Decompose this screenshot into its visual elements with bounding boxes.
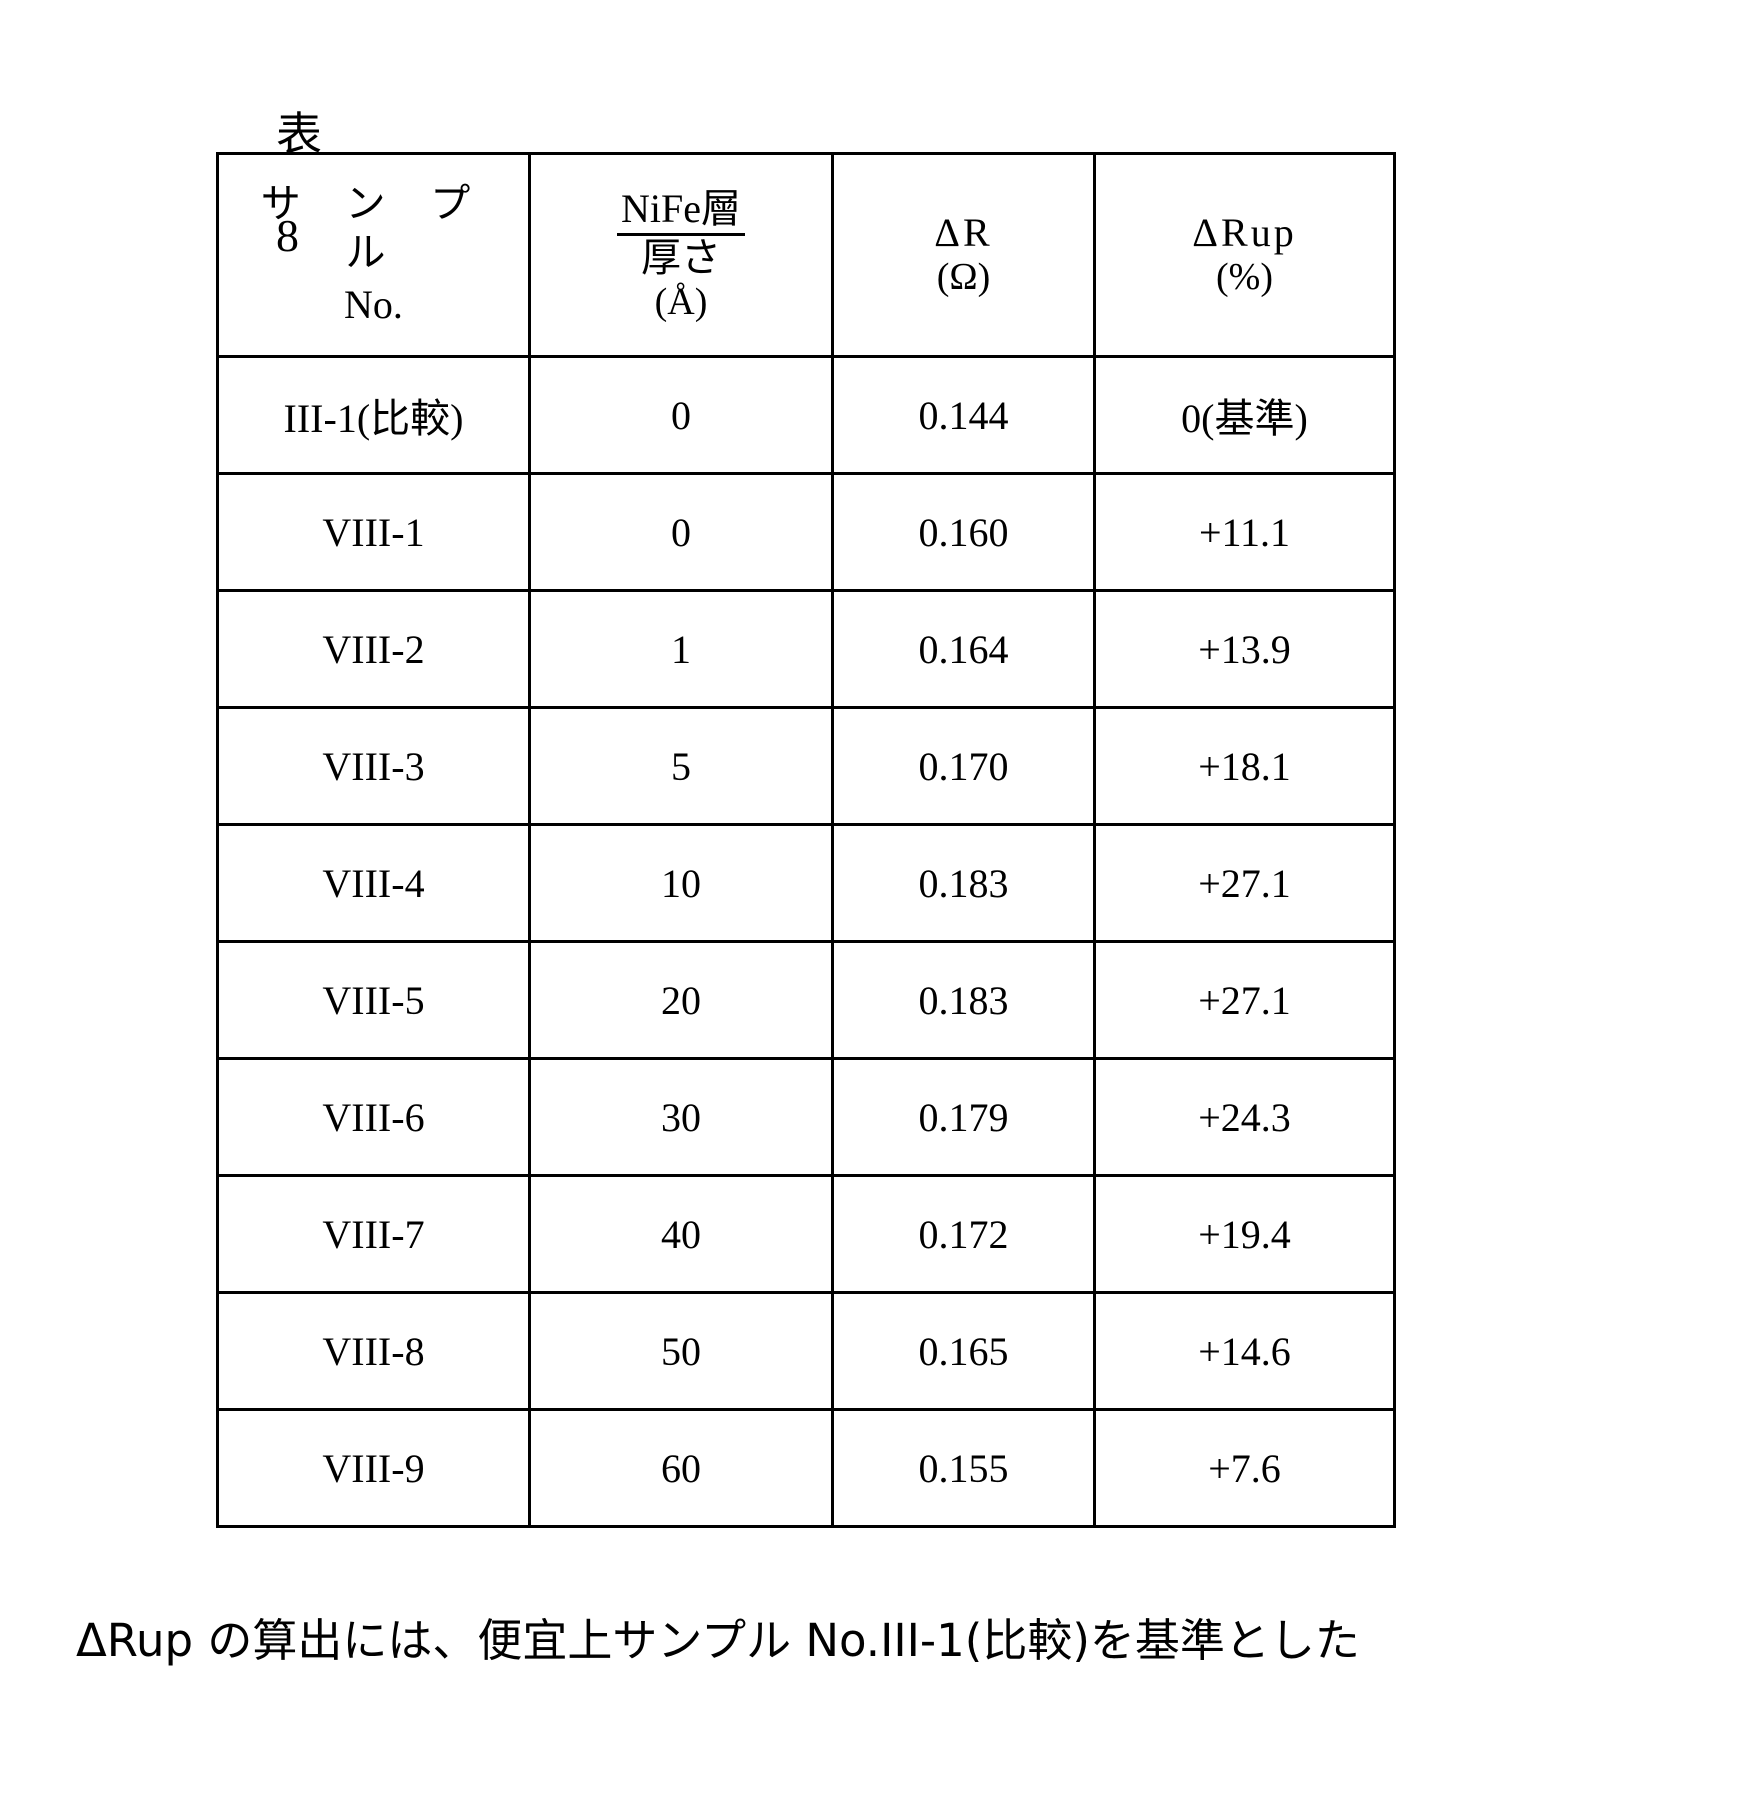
table-row: VIII-3 5 0.170 +18.1 [218,708,1395,825]
cell-delta-rup: +27.1 [1095,825,1395,942]
table-row: VIII-5 20 0.183 +27.1 [218,942,1395,1059]
cell-delta-rup: +24.3 [1095,1059,1395,1176]
header-nife-layer: NiFe層 [617,187,745,236]
cell-sample: VIII-5 [218,942,530,1059]
header-sample-line1: サ ン プ ル [219,180,528,278]
table-row: VIII-7 40 0.172 +19.4 [218,1176,1395,1293]
cell-thickness: 50 [530,1293,833,1410]
cell-delta-r: 0.183 [833,825,1095,942]
cell-sample: VIII-3 [218,708,530,825]
table-body: III-1(比較) 0 0.144 0(基準) VIII-1 0 0.160 +… [218,357,1395,1527]
cell-sample: VIII-4 [218,825,530,942]
cell-sample: VIII-1 [218,474,530,591]
cell-delta-r: 0.179 [833,1059,1095,1176]
table-row: VIII-2 1 0.164 +13.9 [218,591,1395,708]
header-delta-rup: ΔRup (%) [1095,154,1395,357]
cell-thickness: 1 [530,591,833,708]
cell-delta-rup: +27.1 [1095,942,1395,1059]
cell-sample: III-1(比較) [218,357,530,474]
cell-delta-rup: 0(基準) [1095,357,1395,474]
header-nife-thickness: NiFe層 厚さ (Å) [530,154,833,357]
cell-delta-r: 0.165 [833,1293,1095,1410]
results-table: サ ン プ ル No. NiFe層 厚さ (Å) ΔR (Ω) [216,152,1396,1528]
header-delta-r-symbol: ΔR [934,211,992,256]
table-row: VIII-4 10 0.183 +27.1 [218,825,1395,942]
cell-delta-r: 0.172 [833,1176,1095,1293]
cell-sample: VIII-2 [218,591,530,708]
header-sample-line2: No. [219,281,528,330]
table-header: サ ン プ ル No. NiFe層 厚さ (Å) ΔR (Ω) [218,154,1395,357]
cell-sample: VIII-6 [218,1059,530,1176]
cell-sample: VIII-9 [218,1410,530,1527]
cell-delta-r: 0.144 [833,357,1095,474]
cell-delta-rup: +19.4 [1095,1176,1395,1293]
cell-thickness: 10 [530,825,833,942]
header-delta-rup-symbol: ΔRup [1192,211,1296,256]
cell-delta-rup: +13.9 [1095,591,1395,708]
header-delta-r: ΔR (Ω) [833,154,1095,357]
cell-delta-rup: +7.6 [1095,1410,1395,1527]
cell-delta-rup: +11.1 [1095,474,1395,591]
header-sample-no: サ ン プ ル No. [218,154,530,357]
cell-thickness: 60 [530,1410,833,1527]
cell-delta-rup: +18.1 [1095,708,1395,825]
table-row: VIII-9 60 0.155 +7.6 [218,1410,1395,1527]
cell-thickness: 30 [530,1059,833,1176]
header-thickness-label: 厚さ [641,236,721,281]
table-row: VIII-6 30 0.179 +24.3 [218,1059,1395,1176]
table-row: III-1(比較) 0 0.144 0(基準) [218,357,1395,474]
cell-thickness: 20 [530,942,833,1059]
cell-sample: VIII-8 [218,1293,530,1410]
cell-thickness: 0 [530,357,833,474]
cell-delta-r: 0.164 [833,591,1095,708]
header-row: サ ン プ ル No. NiFe層 厚さ (Å) ΔR (Ω) [218,154,1395,357]
cell-delta-r: 0.170 [833,708,1095,825]
table-row: VIII-1 0 0.160 +11.1 [218,474,1395,591]
header-thickness-unit: (Å) [655,281,708,324]
header-delta-rup-unit: (%) [1216,256,1273,299]
cell-sample: VIII-7 [218,1176,530,1293]
header-delta-r-unit: (Ω) [937,256,991,299]
cell-delta-r: 0.155 [833,1410,1095,1527]
patent-table-page: 表 8 サ ン プ ル No. NiFe層 厚さ (Å) [0,0,1764,1795]
cell-thickness: 5 [530,708,833,825]
cell-delta-rup: +14.6 [1095,1293,1395,1410]
cell-delta-r: 0.160 [833,474,1095,591]
footnote-text: ΔRup の算出には、便宜上サンプル No.III-1(比較)を基準とした [76,1614,1360,1667]
cell-thickness: 0 [530,474,833,591]
cell-delta-r: 0.183 [833,942,1095,1059]
table-footnote: ΔRup の算出には、便宜上サンプル No.III-1(比較)を基準とした [76,1604,1360,1669]
table-row: VIII-8 50 0.165 +14.6 [218,1293,1395,1410]
cell-thickness: 40 [530,1176,833,1293]
